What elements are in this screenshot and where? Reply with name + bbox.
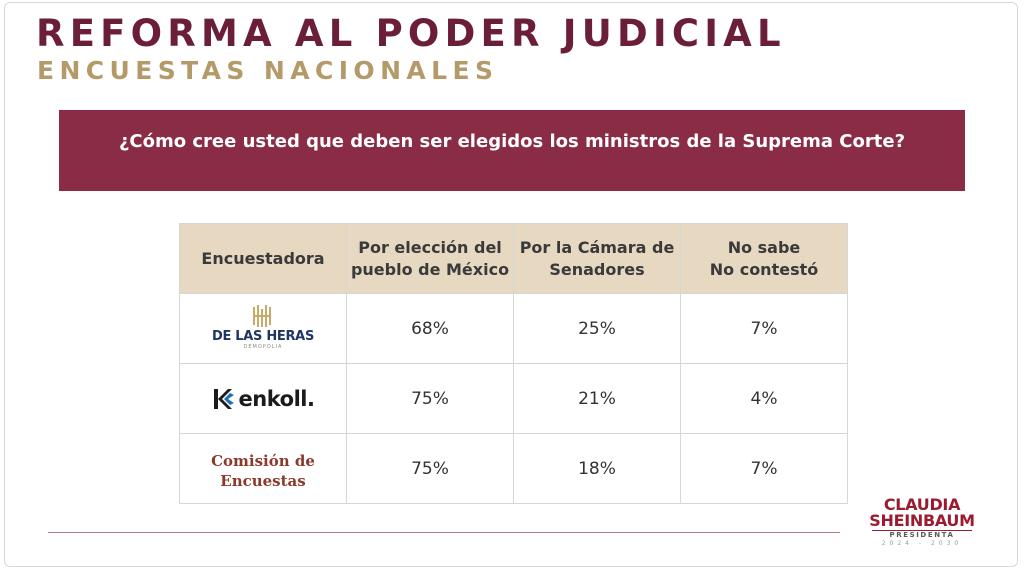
brand-line-1: CLAUDIA: [883, 495, 961, 514]
pollster-name-line: Comisión de: [211, 451, 315, 470]
question-text: ¿Cómo cree usted que deben ser elegidos …: [118, 131, 906, 152]
page-title: REFORMA AL PODER JUDICIAL: [36, 12, 786, 55]
value-cell: 75%: [346, 433, 514, 504]
value-cell: 7%: [680, 433, 848, 504]
pollster-name: DE LAS HERAS: [211, 328, 315, 344]
header-eleccion-pueblo: Por elección del pueblo de México: [346, 223, 514, 294]
brand-line-2: SHEINBAUM: [869, 511, 975, 530]
page-subtitle: ENCUESTAS NACIONALES: [37, 56, 499, 85]
header-line: Encuestadora: [201, 248, 325, 268]
table-row: DE LAS HERAS DEMOPOLIA 68% 25% 7%: [179, 293, 848, 364]
header-line: No contestó: [709, 259, 819, 279]
value-camara-senadores: 21%: [578, 388, 616, 409]
table-row: enkoll. 75% 21% 4%: [179, 363, 848, 434]
pollster-name-line: Encuestas: [220, 471, 306, 490]
value-no-sabe: 4%: [750, 388, 778, 409]
value-no-sabe: 7%: [750, 318, 778, 339]
value-cell: 21%: [513, 363, 681, 434]
table-header-row: Encuestadora Por elección del pueblo de …: [179, 223, 848, 294]
value-camara-senadores: 25%: [578, 318, 616, 339]
value-cell: 4%: [680, 363, 848, 434]
de-las-heras-logo: DE LAS HERAS DEMOPOLIA: [180, 304, 346, 350]
poll-results-table: Encuestadora Por elección del pueblo de …: [179, 223, 848, 504]
value-cell: 7%: [680, 293, 848, 364]
value-cell: 18%: [513, 433, 681, 504]
header-line: pueblo de México: [350, 259, 510, 279]
value-cell: 75%: [346, 363, 514, 434]
header-line: Senadores: [549, 259, 645, 279]
value-eleccion-pueblo: 75%: [411, 458, 449, 479]
pollster-name: enkoll.: [238, 386, 315, 411]
pollster-cell: enkoll.: [179, 363, 347, 434]
value-cell: 68%: [346, 293, 514, 364]
table-row: Comisión de Encuestas 75% 18% 7%: [179, 433, 848, 504]
enkoll-mark-icon: [213, 388, 234, 409]
brand-line-4: 2024 - 2030: [881, 540, 963, 547]
pollster-cell: Comisión de Encuestas: [179, 433, 347, 504]
de-las-heras-mark-icon: [253, 304, 271, 327]
pollster-subname: DEMOPOLIA: [243, 343, 283, 350]
brand-line-3: PRESIDENTA: [872, 530, 972, 540]
brand-logo: CLAUDIA SHEINBAUM PRESIDENTA 2024 - 2030: [866, 497, 978, 548]
value-camara-senadores: 18%: [578, 458, 616, 479]
enkoll-logo: enkoll.: [180, 386, 346, 412]
header-line: Por la Cámara de: [519, 237, 675, 257]
comision-de-encuestas-logo: Comisión de Encuestas: [180, 451, 346, 491]
footer-divider: [48, 532, 840, 533]
header-no-sabe: No sabe No contestó: [680, 223, 848, 294]
value-no-sabe: 7%: [750, 458, 778, 479]
value-eleccion-pueblo: 68%: [411, 318, 449, 339]
header-line: Por elección del: [358, 237, 502, 257]
header-camara-senadores: Por la Cámara de Senadores: [513, 223, 681, 294]
header-pollster: Encuestadora: [179, 223, 347, 294]
question-banner: ¿Cómo cree usted que deben ser elegidos …: [59, 110, 965, 191]
value-eleccion-pueblo: 75%: [411, 388, 449, 409]
value-cell: 25%: [513, 293, 681, 364]
pollster-cell: DE LAS HERAS DEMOPOLIA: [179, 293, 347, 364]
slide-frame: [4, 2, 1018, 567]
header-line: No sabe: [727, 237, 801, 257]
